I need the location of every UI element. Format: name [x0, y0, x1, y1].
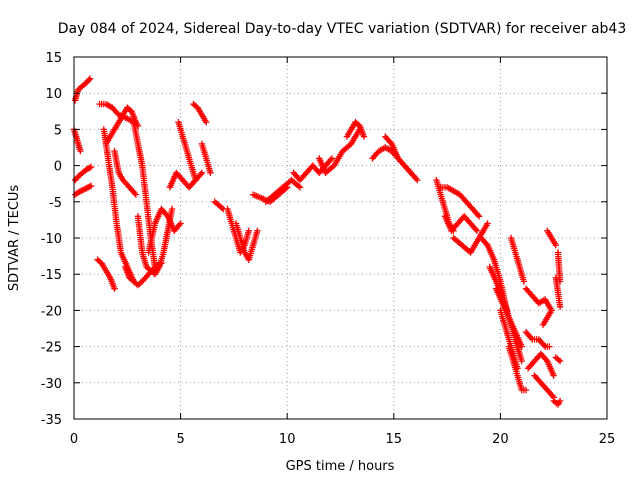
- data-point-marker: [85, 184, 92, 191]
- data-point-marker: [85, 76, 93, 84]
- y-axis-label: SDTVAR / TECUs: [7, 185, 22, 292]
- data-point-marker: [245, 227, 252, 234]
- data-point-marker: [86, 75, 94, 82]
- x-tick-label: 5: [176, 432, 184, 447]
- data-point-marker: [207, 169, 214, 176]
- data-point-marker: [77, 147, 84, 155]
- axis-layer: 0 5 10 15 20 25 15 10 5 0 -5 -10 -15 -20 -25 -30 -35: [41, 51, 616, 447]
- data-point-marker: [522, 386, 530, 394]
- data-point-marker: [168, 205, 176, 213]
- data-point-marker: [177, 220, 184, 227]
- data-point-marker: [87, 182, 95, 190]
- data-point-marker: [475, 213, 483, 220]
- data-point-marker: [483, 240, 490, 247]
- y-tick-label: -5: [49, 196, 62, 211]
- data-point-marker: [556, 278, 564, 285]
- data-point-marker: [360, 133, 368, 140]
- data-point-marker: [79, 187, 86, 194]
- chart-title: Day 084 of 2024, Sidereal Day-to-day VTE…: [58, 21, 627, 37]
- y-tick-label: 5: [54, 123, 62, 138]
- data-points-layer: [70, 75, 564, 408]
- data-point-marker: [518, 343, 525, 350]
- data-point-marker: [111, 285, 118, 292]
- y-tick-label: -25: [41, 341, 62, 356]
- data-point-marker: [518, 357, 525, 365]
- data-point-marker: [552, 242, 559, 249]
- data-point-marker: [198, 169, 206, 176]
- data-point-marker: [132, 191, 139, 198]
- x-tick-label: 20: [492, 432, 509, 447]
- y-tick-label: 10: [45, 87, 62, 102]
- x-tick-label: 0: [70, 432, 78, 447]
- x-tick-label: 15: [386, 432, 403, 447]
- data-point-marker: [296, 184, 304, 191]
- data-point-marker: [520, 278, 528, 285]
- data-point-marker: [550, 372, 557, 379]
- y-tick-label: 0: [54, 160, 62, 175]
- x-axis-label: GPS time / hours: [286, 459, 395, 474]
- y-tick-label: -20: [41, 304, 62, 319]
- y-tick-label: -10: [41, 232, 62, 247]
- y-tick-label: 15: [45, 51, 62, 66]
- data-point-marker: [254, 227, 261, 234]
- data-point-marker: [327, 156, 334, 163]
- data-point-marker: [77, 187, 85, 195]
- data-point-marker: [546, 343, 553, 350]
- data-point-marker: [484, 220, 491, 227]
- y-tick-label: -30: [41, 377, 62, 392]
- data-point-marker: [556, 303, 564, 310]
- data-point-marker: [192, 176, 199, 184]
- y-tick-label: -35: [41, 413, 62, 428]
- data-point-marker: [555, 356, 562, 364]
- data-point-marker: [328, 155, 336, 162]
- data-point-marker: [83, 184, 90, 192]
- data-point-marker: [295, 182, 302, 190]
- data-point-marker: [548, 307, 555, 314]
- data-point-marker: [218, 204, 225, 211]
- plot-frame: [73, 56, 608, 420]
- data-point-marker: [83, 166, 90, 173]
- x-tick-label: 25: [599, 432, 616, 447]
- x-tick-label: 10: [279, 432, 296, 447]
- data-point-marker: [556, 357, 564, 365]
- data-point-marker: [556, 397, 564, 405]
- y-tick-label: -15: [41, 268, 62, 283]
- data-point-marker: [473, 227, 481, 234]
- data-point-marker: [203, 119, 210, 126]
- data-point-marker: [87, 163, 95, 171]
- data-point-marker: [414, 176, 421, 184]
- data-point-marker: [540, 342, 548, 349]
